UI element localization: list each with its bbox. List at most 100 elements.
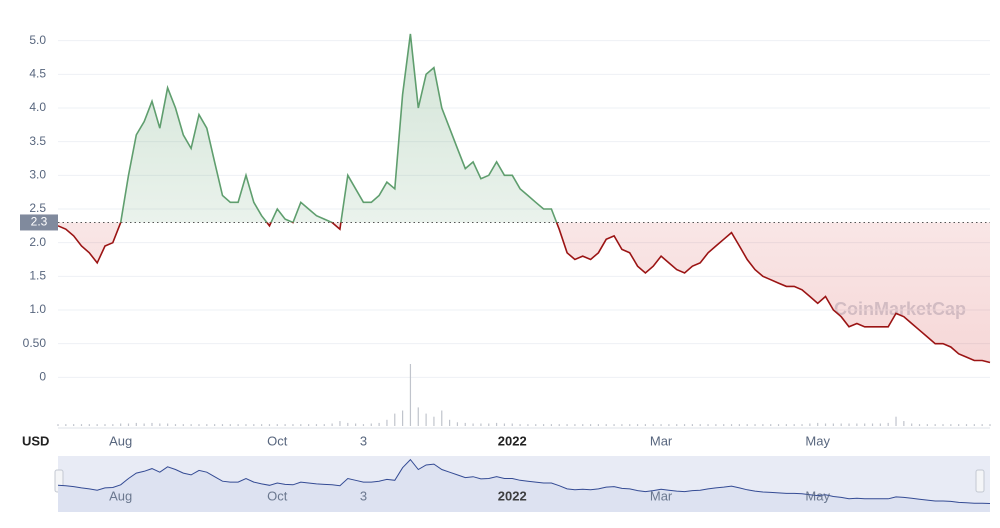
volume-bar [174,424,177,426]
volume-bar [495,422,498,426]
volume-bar [605,424,607,426]
volume-bar [730,424,733,426]
volume-bar [911,423,913,426]
volume-bar [284,424,286,426]
volume-bar [777,424,780,426]
y-tick-label: 5.0 [29,33,46,47]
volume-bar [456,422,459,426]
volume-bar [785,424,787,426]
volume-bar [464,422,466,426]
volume-bar [683,424,686,426]
volume-bar [480,423,482,426]
navigator-area [58,459,990,512]
volume-bar [214,424,216,426]
y-tick-label: 1.0 [29,302,46,316]
volume-bar [245,424,247,426]
navigator-handle[interactable] [975,469,985,493]
volume-bar [918,424,921,426]
volume-bar [441,410,443,426]
volume-bar [127,423,130,426]
volume-bar [558,424,560,426]
volume-bar [417,407,419,426]
volume-bar [300,424,302,426]
volume-bar [80,424,83,426]
volume-bar [425,413,427,426]
volume-bar [323,424,325,426]
volume-bar [950,424,952,426]
volume-bar [378,422,380,426]
volume-bar [370,423,372,426]
volume-bar [190,424,192,426]
volume-bar [104,424,106,426]
volume-bar [691,424,693,426]
volume-bar [644,424,646,426]
volume-bar [699,424,701,426]
volume-bar [511,423,513,426]
volume-bar [237,424,239,426]
volume-bar [433,416,435,426]
volume-bar [723,424,725,426]
volume-bar [762,424,764,426]
volume-bar [981,424,983,426]
volume-bar [636,424,639,426]
volume-bar [621,424,623,426]
volume-bar [746,424,748,426]
volume-bar [167,423,169,426]
volume-bar [315,424,318,426]
x-tick-label: May [805,433,830,448]
volume-bar [629,424,631,426]
volume-bar [347,422,349,426]
y-tick-label: 2.5 [29,201,46,215]
volume-bar [488,423,490,426]
volume-bar [88,424,90,426]
volume-bar [276,424,278,426]
volume-bar [261,424,263,426]
x-tick-label: Oct [267,433,288,448]
y-tick-label: 4.0 [29,100,46,114]
navigator-line [57,458,991,504]
volume-bar [589,424,592,426]
volume-bar [715,424,717,426]
volume-bar [402,410,404,426]
volume-bar [864,423,866,426]
volume-bar [308,424,310,426]
volume-bar [339,421,341,426]
y-tick-label: 4.5 [29,67,46,81]
volume-bar [143,423,145,426]
volume-bar [801,424,803,426]
volume-bar [817,422,819,426]
volume-bar [120,423,122,426]
y-tick-label: 2.0 [29,235,46,249]
volume-bar [135,422,137,426]
volume-bar [809,423,811,426]
navigator-x-label: Aug [109,488,132,503]
volume-bar [292,424,294,426]
y-tick-label: 0.50 [23,336,47,350]
volume-bar [73,424,75,426]
baseline-label-box [20,214,58,231]
volume-bar [989,424,991,426]
volume-bar [676,424,678,426]
volume-bar [206,424,208,426]
volume-bar [535,424,537,426]
volume-bar [386,419,388,426]
volume-bar [738,424,740,426]
volume-bar [574,424,576,426]
volume-bar [268,424,271,426]
volume-bar [707,424,709,426]
volume-bar [887,422,889,426]
volume-bar [253,424,255,426]
navigator-x-label: Oct [267,488,288,503]
volume-bar [448,419,451,426]
volume-bar [221,424,224,426]
volume-bar [182,424,184,426]
volume-bar [57,424,59,426]
volume-bar [96,424,98,426]
volume-bar [824,423,827,426]
volume-bar [527,424,529,426]
x-tick-label: 2022 [498,433,527,448]
volume-bar [934,424,936,426]
area-up [120,33,557,223]
price-line-up [119,33,558,223]
